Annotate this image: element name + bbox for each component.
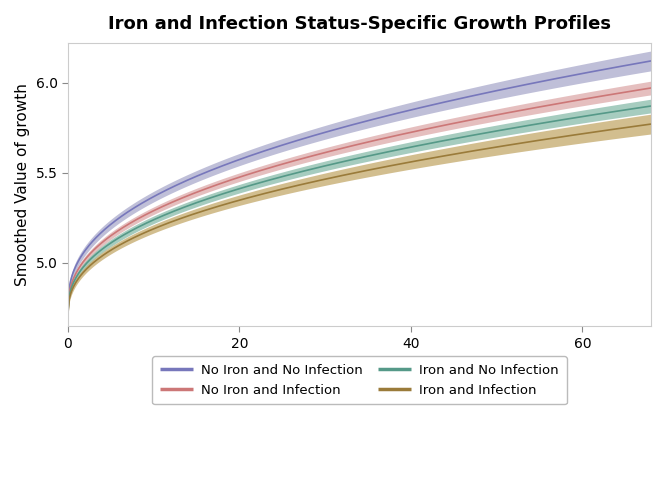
X-axis label: tpoint: tpoint — [337, 356, 382, 371]
Title: Iron and Infection Status-Specific Growth Profiles: Iron and Infection Status-Specific Growt… — [108, 15, 611, 33]
Y-axis label: Smoothed Value of growth: Smoothed Value of growth — [15, 83, 30, 286]
Legend: No Iron and No Infection, No Iron and Infection, Iron and No Infection, Iron and: No Iron and No Infection, No Iron and In… — [152, 356, 567, 405]
